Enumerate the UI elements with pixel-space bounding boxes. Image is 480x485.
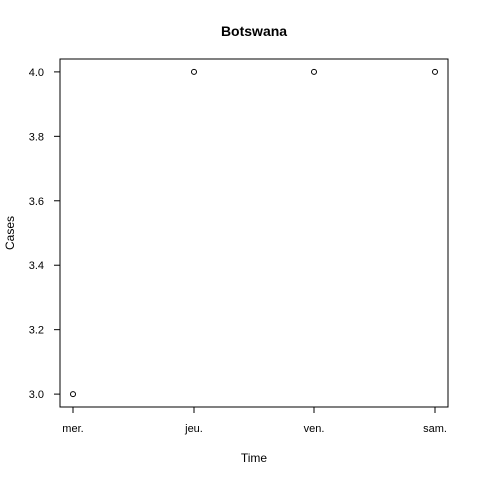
data-point <box>311 68 317 75</box>
data-point <box>191 68 197 75</box>
y-tick-label: 4.0 <box>29 67 44 79</box>
y-tick-label: 3.2 <box>29 325 44 337</box>
y-tick-label: 3.6 <box>29 196 44 208</box>
x-tick-label: mer. <box>62 423 83 435</box>
x-tick-label: jeu. <box>184 423 203 435</box>
y-axis: 3.0 3.2 3.4 3.6 3.8 4.0 <box>29 67 61 401</box>
chart-title: Botswana <box>221 23 287 39</box>
x-axis: mer. jeu. ven. sam. <box>62 406 447 435</box>
y-tick-label: 3.0 <box>29 389 44 401</box>
data-points <box>70 68 438 398</box>
x-axis-label: Time <box>241 451 268 465</box>
x-tick-label: sam. <box>423 423 447 435</box>
y-axis-label: Cases <box>3 216 17 250</box>
y-tick-label: 3.8 <box>29 131 44 143</box>
y-tick-label: 3.4 <box>29 260 44 272</box>
x-tick-label: ven. <box>304 423 325 435</box>
data-point <box>70 391 76 398</box>
data-point <box>432 68 438 75</box>
